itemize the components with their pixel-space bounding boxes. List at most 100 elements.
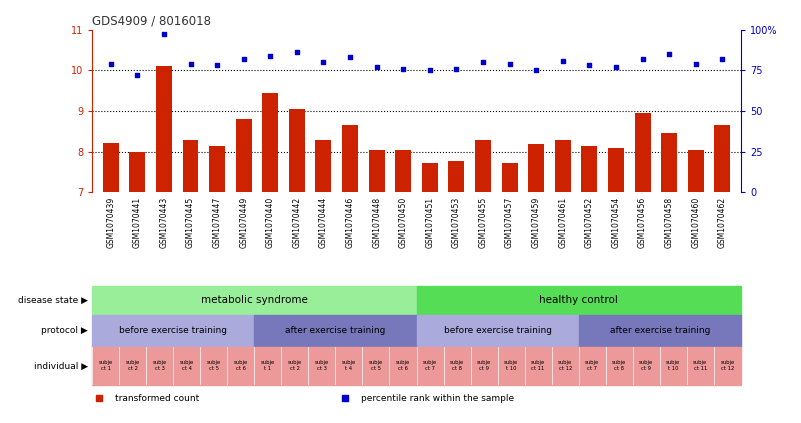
Text: subje
t 10: subje t 10 bbox=[666, 360, 681, 371]
Text: GSM1070452: GSM1070452 bbox=[585, 197, 594, 248]
Text: subje
t 4: subje t 4 bbox=[342, 360, 356, 371]
Bar bbox=[525, 347, 552, 385]
Text: GSM1070450: GSM1070450 bbox=[399, 197, 408, 248]
Text: subje
ct 2: subje ct 2 bbox=[126, 360, 140, 371]
Text: GSM1070441: GSM1070441 bbox=[133, 197, 142, 248]
Text: subje
ct 11: subje ct 11 bbox=[531, 360, 545, 371]
Text: GSM1070455: GSM1070455 bbox=[478, 197, 488, 248]
Text: GSM1070462: GSM1070462 bbox=[718, 197, 727, 248]
Bar bbox=[444, 347, 471, 385]
Point bbox=[131, 72, 143, 79]
Text: subje
ct 8: subje ct 8 bbox=[612, 360, 626, 371]
Bar bbox=[633, 347, 660, 385]
Text: GSM1070443: GSM1070443 bbox=[159, 197, 168, 248]
Bar bbox=[552, 347, 579, 385]
Point bbox=[104, 60, 117, 67]
Bar bbox=[579, 347, 606, 385]
Point bbox=[716, 55, 729, 62]
Point bbox=[503, 60, 516, 67]
Text: subje
ct 3: subje ct 3 bbox=[152, 360, 167, 371]
Text: percentile rank within the sample: percentile rank within the sample bbox=[361, 394, 514, 403]
Text: after exercise training: after exercise training bbox=[610, 327, 710, 335]
Bar bbox=[92, 315, 255, 347]
Point bbox=[370, 64, 383, 71]
Bar bbox=[308, 347, 336, 385]
Text: GSM1070457: GSM1070457 bbox=[505, 197, 514, 248]
Bar bbox=[471, 347, 497, 385]
Bar bbox=[92, 286, 417, 315]
Bar bbox=[634, 113, 650, 192]
Bar bbox=[363, 347, 389, 385]
Point bbox=[211, 62, 223, 69]
Text: GSM1070445: GSM1070445 bbox=[186, 197, 195, 248]
Bar bbox=[183, 140, 199, 192]
Point bbox=[344, 54, 356, 60]
Bar bbox=[661, 133, 677, 192]
Point bbox=[583, 62, 596, 69]
Point bbox=[237, 55, 250, 62]
Bar bbox=[582, 146, 598, 192]
Bar bbox=[103, 143, 119, 192]
Text: subje
t 1: subje t 1 bbox=[260, 360, 275, 371]
Text: before exercise training: before exercise training bbox=[119, 327, 227, 335]
Bar bbox=[714, 347, 741, 385]
Point bbox=[610, 64, 622, 71]
Text: GSM1070439: GSM1070439 bbox=[107, 197, 115, 248]
Bar bbox=[255, 315, 417, 347]
Bar bbox=[336, 347, 363, 385]
Bar bbox=[417, 286, 741, 315]
Text: GSM1070451: GSM1070451 bbox=[425, 197, 434, 248]
Point bbox=[529, 67, 542, 74]
Bar bbox=[606, 347, 633, 385]
Bar bbox=[368, 150, 384, 192]
Text: before exercise training: before exercise training bbox=[444, 327, 552, 335]
Bar bbox=[200, 347, 227, 385]
Text: subje
ct 12: subje ct 12 bbox=[558, 360, 573, 371]
Bar bbox=[660, 347, 687, 385]
Bar bbox=[608, 148, 624, 192]
Text: GSM1070458: GSM1070458 bbox=[665, 197, 674, 248]
Text: after exercise training: after exercise training bbox=[285, 327, 385, 335]
Text: subje
ct 5: subje ct 5 bbox=[207, 360, 221, 371]
Point bbox=[690, 60, 702, 67]
Point bbox=[477, 59, 489, 66]
Bar bbox=[555, 140, 571, 192]
Text: subje
ct 12: subje ct 12 bbox=[720, 360, 735, 371]
Text: GSM1070461: GSM1070461 bbox=[558, 197, 567, 248]
Text: disease state ▶: disease state ▶ bbox=[18, 296, 88, 305]
Point bbox=[291, 49, 304, 56]
Point bbox=[636, 55, 649, 62]
Text: subje
ct 9: subje ct 9 bbox=[639, 360, 654, 371]
Bar bbox=[235, 119, 252, 192]
Bar bbox=[497, 347, 525, 385]
Text: subje
ct 6: subje ct 6 bbox=[234, 360, 248, 371]
Text: subje
ct 1: subje ct 1 bbox=[99, 360, 113, 371]
Point bbox=[158, 31, 171, 38]
Bar bbox=[129, 152, 145, 192]
Text: GSM1070444: GSM1070444 bbox=[319, 197, 328, 248]
Text: GSM1070447: GSM1070447 bbox=[212, 197, 222, 248]
Text: GSM1070454: GSM1070454 bbox=[611, 197, 621, 248]
Bar bbox=[92, 347, 119, 385]
Text: subje
ct 9: subje ct 9 bbox=[477, 360, 491, 371]
Text: transformed count: transformed count bbox=[115, 394, 199, 403]
Text: GSM1070442: GSM1070442 bbox=[292, 197, 301, 248]
Bar bbox=[475, 140, 491, 192]
Bar bbox=[227, 347, 255, 385]
Bar bbox=[687, 347, 714, 385]
Text: individual ▶: individual ▶ bbox=[34, 361, 88, 371]
Text: GSM1070449: GSM1070449 bbox=[239, 197, 248, 248]
Bar bbox=[417, 347, 444, 385]
Point bbox=[184, 60, 197, 67]
Text: GSM1070448: GSM1070448 bbox=[372, 197, 381, 248]
Bar bbox=[119, 347, 146, 385]
Text: GSM1070459: GSM1070459 bbox=[532, 197, 541, 248]
Text: metabolic syndrome: metabolic syndrome bbox=[201, 295, 308, 305]
Text: subje
ct 2: subje ct 2 bbox=[288, 360, 302, 371]
Bar bbox=[528, 144, 544, 192]
Point bbox=[264, 52, 276, 59]
Text: GSM1070460: GSM1070460 bbox=[691, 197, 700, 248]
Bar bbox=[579, 315, 741, 347]
Bar bbox=[255, 347, 281, 385]
Bar bbox=[688, 150, 704, 192]
